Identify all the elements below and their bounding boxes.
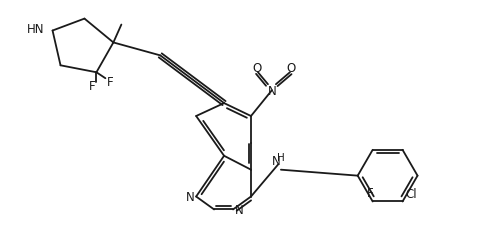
Text: F: F [89,80,96,93]
Text: O: O [252,62,262,75]
Text: N: N [268,85,276,98]
Text: Cl: Cl [406,188,417,201]
Text: H: H [277,153,285,163]
Text: N: N [234,204,244,217]
Text: O: O [286,62,296,75]
Text: HN: HN [27,23,44,36]
Text: F: F [368,187,374,200]
Text: N: N [272,155,280,168]
Text: N: N [186,191,194,204]
Text: F: F [107,76,114,89]
